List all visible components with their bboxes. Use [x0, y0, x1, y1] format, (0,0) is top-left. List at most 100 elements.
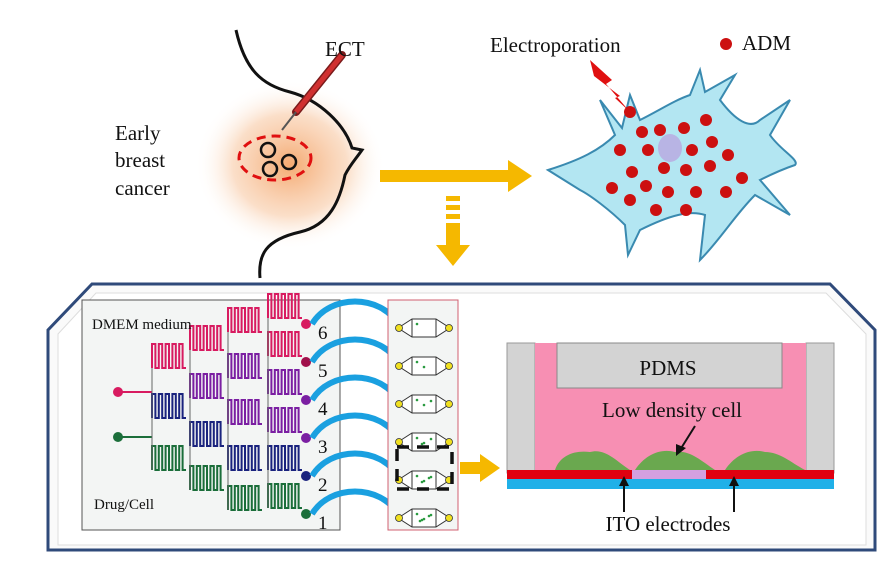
cell-dot	[415, 436, 419, 440]
cell-dot	[422, 441, 426, 445]
cancer-label-2: breast	[115, 148, 165, 172]
adm-particle	[680, 204, 692, 216]
outlet-port	[301, 357, 311, 367]
serpentine-channel	[267, 331, 302, 357]
adm-particle	[650, 204, 662, 216]
drug-cell-label: Drug/Cell	[94, 497, 154, 513]
ito-electrode-right	[706, 470, 834, 479]
right-arrow-icon	[380, 160, 532, 192]
tumor-cell	[259, 141, 277, 159]
adm-particle	[678, 122, 690, 134]
adm-particle	[636, 126, 648, 138]
substrate	[507, 479, 834, 489]
electroporation-label: Electroporation	[490, 33, 621, 57]
cancer-label-3: cancer	[115, 176, 170, 200]
serpentine-channel	[267, 445, 302, 471]
adm-particle	[606, 182, 618, 194]
outlet-port	[301, 471, 311, 481]
serpentine-channel	[189, 373, 224, 399]
serpentine-channel	[227, 353, 262, 379]
adm-particle	[654, 124, 666, 136]
outlet-port	[301, 319, 311, 329]
down-arrow-icon	[436, 196, 470, 266]
adm-particle	[658, 162, 670, 174]
adm-particle	[690, 186, 702, 198]
zoom-arrow-icon	[460, 454, 500, 482]
cell-dot	[422, 365, 426, 369]
cell-dot	[427, 514, 431, 518]
channel-number: 4	[318, 399, 328, 420]
cell-dot	[422, 403, 426, 407]
drug-cell-inlet	[113, 432, 123, 442]
pdms-layer	[556, 342, 783, 389]
dmem-medium-label: DMEM medium	[92, 317, 192, 333]
cell-dot	[429, 437, 433, 441]
cell-dot	[420, 480, 424, 484]
ect-label: ECT	[325, 37, 365, 61]
adm-particle	[736, 172, 748, 184]
pointer-arrow-icon	[619, 476, 739, 512]
adm-particle	[642, 144, 654, 156]
ito-electrode-left	[507, 470, 632, 479]
cell-dot	[415, 512, 419, 516]
serpentine-channel	[227, 485, 262, 511]
cell-dot	[429, 513, 433, 517]
serpentine-channel	[151, 343, 186, 369]
lightning-icon	[590, 60, 630, 112]
serpentine-channel	[267, 293, 302, 319]
ect-probe-icon	[281, 51, 346, 131]
serpentine-channel	[189, 421, 224, 447]
cell-dot	[427, 476, 431, 480]
serpentine-channel	[189, 325, 224, 351]
cell-dot	[415, 360, 419, 364]
tumor-glow	[195, 80, 385, 250]
cancer-cell	[545, 66, 797, 263]
adm-particle	[704, 160, 716, 172]
cell-nucleus	[658, 134, 682, 162]
breast-outline	[234, 29, 365, 279]
cell-dot	[420, 442, 424, 446]
adm-particle	[640, 180, 652, 192]
adm-particle	[624, 194, 636, 206]
cell-dot	[418, 519, 422, 523]
adm-particle	[706, 136, 718, 148]
culture-chamber-column	[387, 299, 459, 531]
adm-particle	[720, 186, 732, 198]
serpentine-channel	[227, 445, 262, 471]
low-density-cell-label: Low density cell	[602, 398, 742, 422]
adm-particle	[614, 144, 626, 156]
adm-particle	[626, 166, 638, 178]
cell-dot	[415, 398, 419, 402]
channel-number: 5	[318, 361, 328, 382]
adm-particle	[624, 106, 636, 118]
adm-label: ADM	[742, 31, 791, 55]
serpentine-channel	[151, 445, 186, 471]
ito-electrodes-label: ITO electrodes	[606, 512, 731, 536]
serpentine-channel	[227, 307, 262, 333]
tumor-cell	[261, 160, 279, 178]
serpentine-channel	[267, 407, 302, 433]
serpentine-channel	[267, 483, 302, 509]
cell-shape	[555, 451, 630, 470]
serpentine-channel	[189, 465, 224, 491]
selected-chamber-box	[395, 445, 454, 491]
cell-dot	[422, 479, 426, 483]
cell-dot	[422, 517, 426, 521]
dmem-inlet	[113, 387, 123, 397]
channel-number: 3	[318, 437, 328, 458]
cancer-label-1: Early	[115, 121, 161, 145]
tumor-cell	[280, 153, 298, 171]
serpentine-channel	[151, 393, 186, 419]
channel-number: 6	[318, 323, 328, 344]
outlet-port	[301, 433, 311, 443]
pointer-arrow-icon	[676, 425, 696, 456]
chip-cross-section	[506, 342, 835, 489]
channel-number: 2	[318, 475, 328, 496]
adm-particle	[722, 149, 734, 161]
serpentine-channel	[267, 369, 302, 395]
cell-dot	[429, 399, 433, 403]
adm-particle	[686, 144, 698, 156]
serpentine-channel	[227, 399, 262, 425]
cell-shape	[635, 450, 715, 470]
